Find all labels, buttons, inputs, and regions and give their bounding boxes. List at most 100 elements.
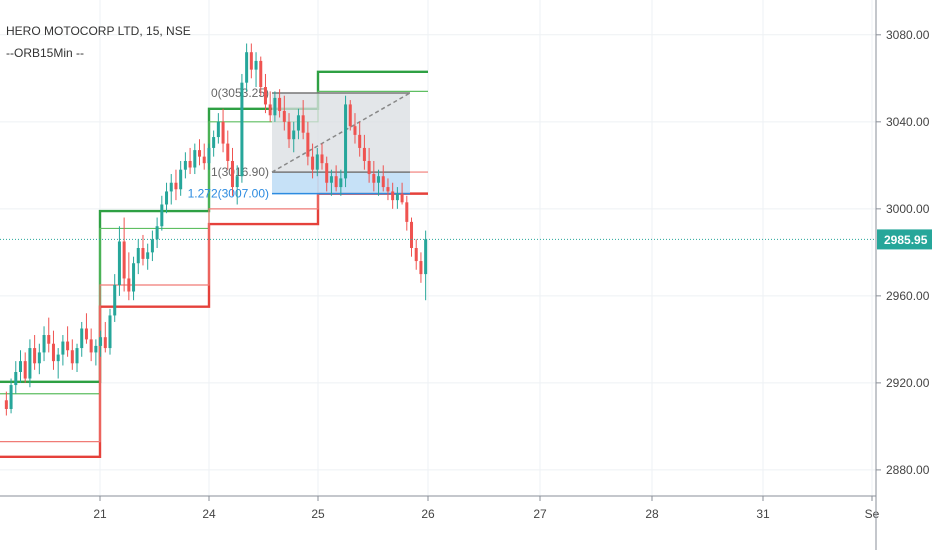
candle (419, 252, 423, 283)
candle (174, 169, 178, 201)
candle (117, 226, 121, 296)
candle (47, 317, 51, 353)
candle (226, 130, 230, 170)
candle (282, 95, 286, 131)
x-tick-label: 26 (421, 507, 435, 521)
candle (179, 160, 183, 196)
last-price-label: 2985.95 (884, 233, 928, 247)
candle (202, 143, 206, 170)
candle (99, 330, 103, 357)
candle (273, 91, 277, 122)
candles (4, 43, 428, 416)
candle (405, 195, 409, 231)
candle (301, 100, 305, 140)
fib-label: 1(3016.90) (211, 165, 269, 179)
candle (23, 352, 27, 383)
candle (292, 121, 296, 153)
y-tick-label: 2920.00 (886, 376, 930, 390)
candle (315, 147, 319, 177)
x-tick-label: 24 (202, 507, 216, 521)
candle (395, 187, 399, 209)
candle (56, 348, 60, 379)
x-tick-label: 21 (93, 507, 107, 521)
candle (198, 139, 202, 166)
candle (9, 378, 13, 414)
candle (108, 308, 112, 355)
candle (14, 361, 18, 394)
candle (320, 143, 324, 170)
candle (344, 95, 348, 188)
candle (230, 147, 234, 196)
candle (287, 113, 291, 148)
x-tick-label: 27 (533, 507, 547, 521)
x-tick-label: 31 (756, 507, 770, 521)
orb-low-line (0, 192, 428, 459)
candle (329, 169, 333, 196)
fib-projection: 0(3053.25) 1(3016.90) 1.272(3007.00) (188, 86, 411, 201)
candle (235, 165, 239, 205)
candle (348, 100, 352, 131)
candle (165, 182, 169, 214)
candle (296, 108, 300, 140)
last-price-line: 2985.95 (0, 229, 932, 250)
candle (240, 73, 244, 183)
candle (18, 350, 22, 383)
candle (28, 339, 32, 388)
candle (188, 147, 192, 175)
candle (306, 121, 310, 166)
indicator-label: --ORB15Min -- (6, 46, 85, 60)
candle (127, 252, 131, 301)
candle (183, 152, 187, 179)
candle (141, 234, 145, 266)
candle (254, 52, 258, 88)
orb-low-inner-line (0, 171, 428, 443)
candle (33, 335, 37, 370)
candle (80, 321, 84, 357)
candle (4, 391, 8, 416)
x-tick-label: Se (865, 507, 880, 521)
candle (353, 113, 357, 144)
y-tick-label: 3000.00 (886, 202, 930, 216)
candle (51, 330, 55, 370)
candle (414, 239, 418, 270)
candle (367, 147, 371, 183)
candle (193, 143, 197, 175)
candle (278, 89, 282, 118)
candle (155, 217, 159, 248)
fib-label: 1.272(3007.00) (188, 187, 269, 201)
candle (259, 56, 263, 96)
candle (391, 182, 395, 209)
candle (75, 343, 79, 372)
candle (89, 328, 93, 362)
candle (339, 169, 343, 196)
x-tick-label: 25 (311, 507, 325, 521)
candle (160, 195, 164, 231)
y-tick-label: 2880.00 (886, 463, 930, 477)
candle (42, 326, 46, 362)
y-tick-label: 3080.00 (886, 28, 930, 42)
candle (122, 217, 126, 292)
candle (216, 113, 220, 144)
candle (70, 339, 74, 370)
last-price-badge (877, 229, 932, 250)
candle (245, 43, 249, 92)
candle (37, 343, 41, 375)
candle (212, 130, 216, 157)
candle (132, 256, 136, 301)
candle (263, 73, 267, 114)
candle (358, 121, 362, 157)
x-tick-label: 28 (645, 507, 659, 521)
candle (372, 160, 376, 192)
candle (169, 174, 173, 205)
fib-trend-line (271, 92, 411, 173)
candle (400, 182, 404, 205)
candle (66, 326, 70, 357)
y-tick-label: 2960.00 (886, 289, 930, 303)
fib-label: 0(3053.25) (211, 86, 269, 100)
candle (113, 274, 117, 322)
y-tick-label: 3040.00 (886, 115, 930, 129)
candle (377, 169, 381, 196)
